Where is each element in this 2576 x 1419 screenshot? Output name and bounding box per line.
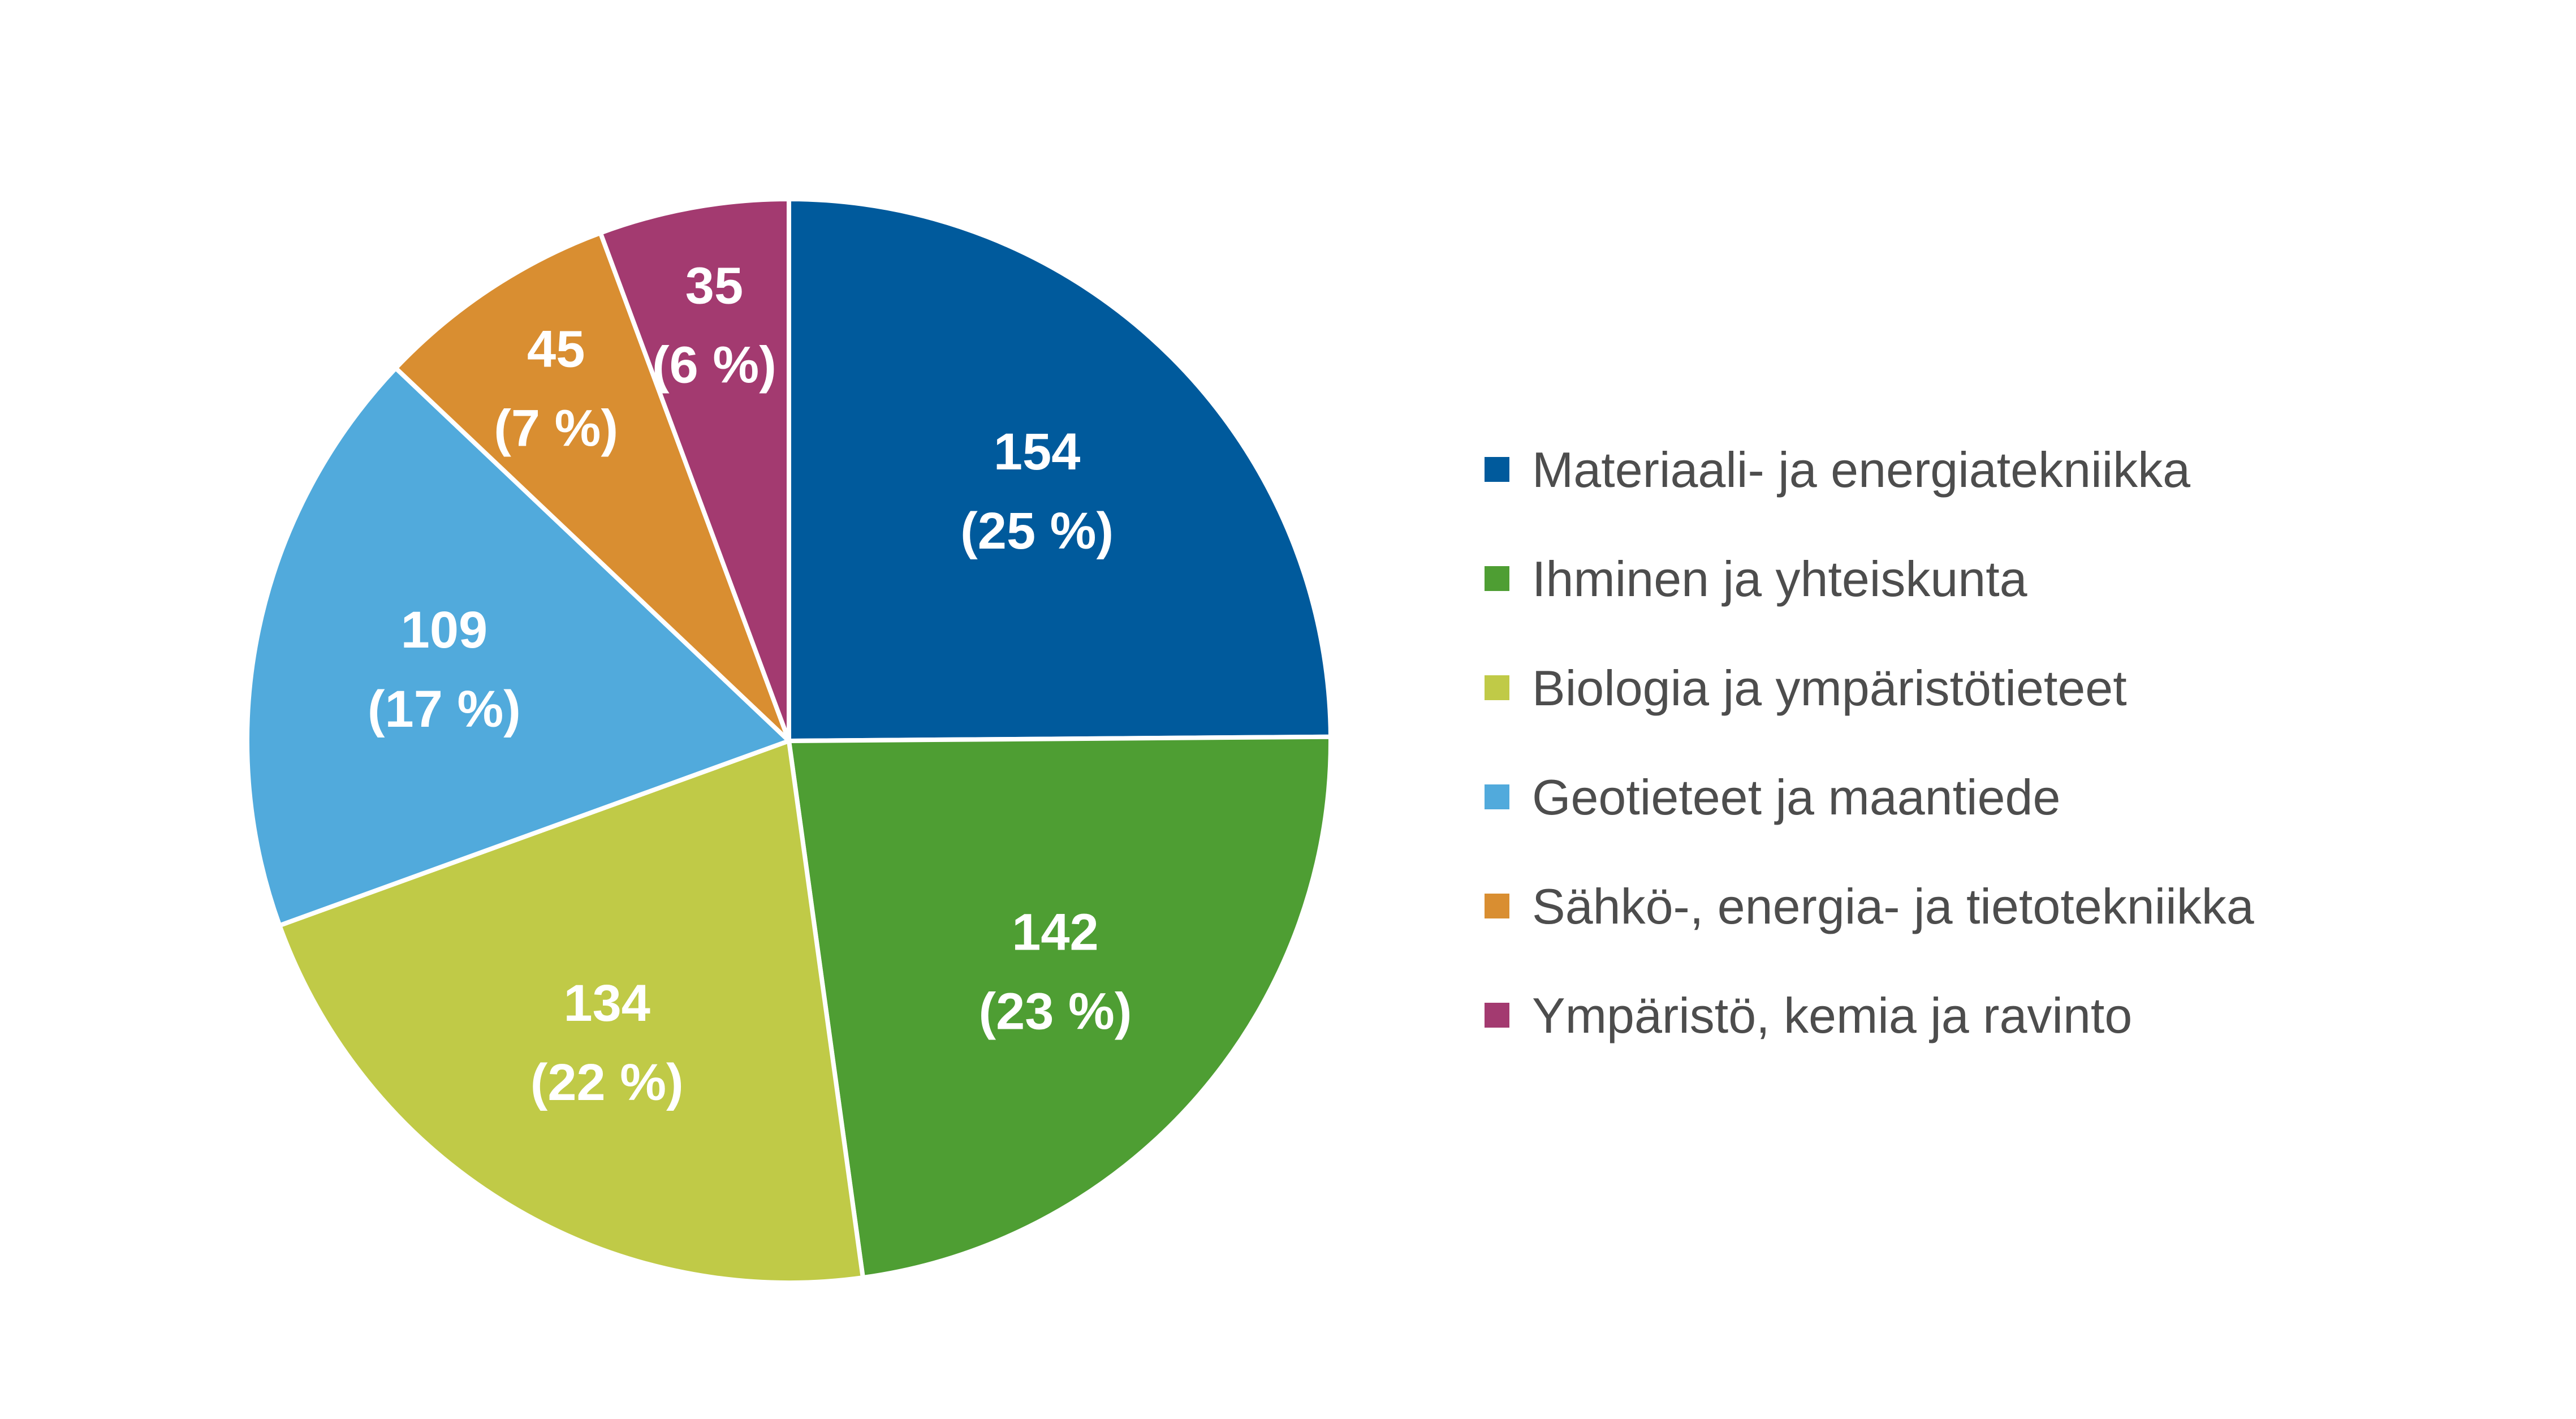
- legend-swatch: [1485, 1003, 1509, 1028]
- pie-slice-3: [277, 739, 865, 1285]
- slice-percent-label: (22 %): [530, 1054, 684, 1111]
- pie-slices: [245, 197, 1333, 1285]
- legend-swatch: [1485, 675, 1509, 700]
- pie-slice-5: [393, 230, 791, 743]
- legend-label: Biologia ja ympäristötieteet: [1532, 660, 2127, 716]
- legend-item: Ympäristö, kemia ja ravinto: [1485, 987, 2132, 1043]
- legend-label: Geotieteet ja maantiede: [1532, 769, 2060, 825]
- legend-label: Ympäristö, kemia ja ravinto: [1532, 987, 2132, 1043]
- legend-swatch: [1485, 894, 1509, 918]
- slice-percent-label: (25 %): [960, 502, 1114, 560]
- pie-slice-6: [598, 197, 791, 743]
- slice-percent-label: (7 %): [494, 399, 618, 457]
- legend-item: Geotieteet ja maantiede: [1485, 769, 2060, 825]
- legend-label: Sähkö-, energia- ja tietotekniikka: [1532, 878, 2254, 934]
- legend-item: Biologia ja ympäristötieteet: [1485, 660, 2127, 716]
- legend-swatch: [1485, 457, 1509, 482]
- pie-slice-1: [787, 197, 1333, 743]
- legend-item: Materiaali- ja energiatekniikka: [1485, 442, 2190, 498]
- slice-value-label: 142: [1012, 903, 1099, 961]
- pie-slice-labels: 154 (25 %) 142 (23 %) 134 (22 %) 109 (17 %) 45 (7…: [368, 257, 1132, 1112]
- slice-value-label: 35: [685, 257, 743, 315]
- legend: Materiaali- ja energiatekniikka Ihminen j…: [1485, 442, 2254, 1043]
- slice-percent-label: (23 %): [978, 982, 1132, 1040]
- slice-value-label: 109: [401, 601, 488, 659]
- slice-value-label: 154: [994, 423, 1081, 481]
- legend-label: Materiaali- ja energiatekniikka: [1532, 442, 2190, 498]
- legend-label: Ihminen ja yhteiskunta: [1532, 551, 2027, 607]
- pie-slice-2: [787, 734, 1333, 1280]
- legend-item: Sähkö-, energia- ja tietotekniikka: [1485, 878, 2254, 934]
- slice-value-label: 134: [563, 974, 650, 1032]
- legend-item: Ihminen ja yhteiskunta: [1485, 551, 2027, 607]
- slice-value-label: 45: [527, 320, 585, 378]
- legend-swatch: [1485, 784, 1509, 809]
- slice-percent-label: (6 %): [652, 337, 776, 394]
- pie-slice-4: [245, 365, 791, 928]
- legend-swatch: [1485, 566, 1509, 591]
- slice-percent-label: (17 %): [368, 680, 521, 738]
